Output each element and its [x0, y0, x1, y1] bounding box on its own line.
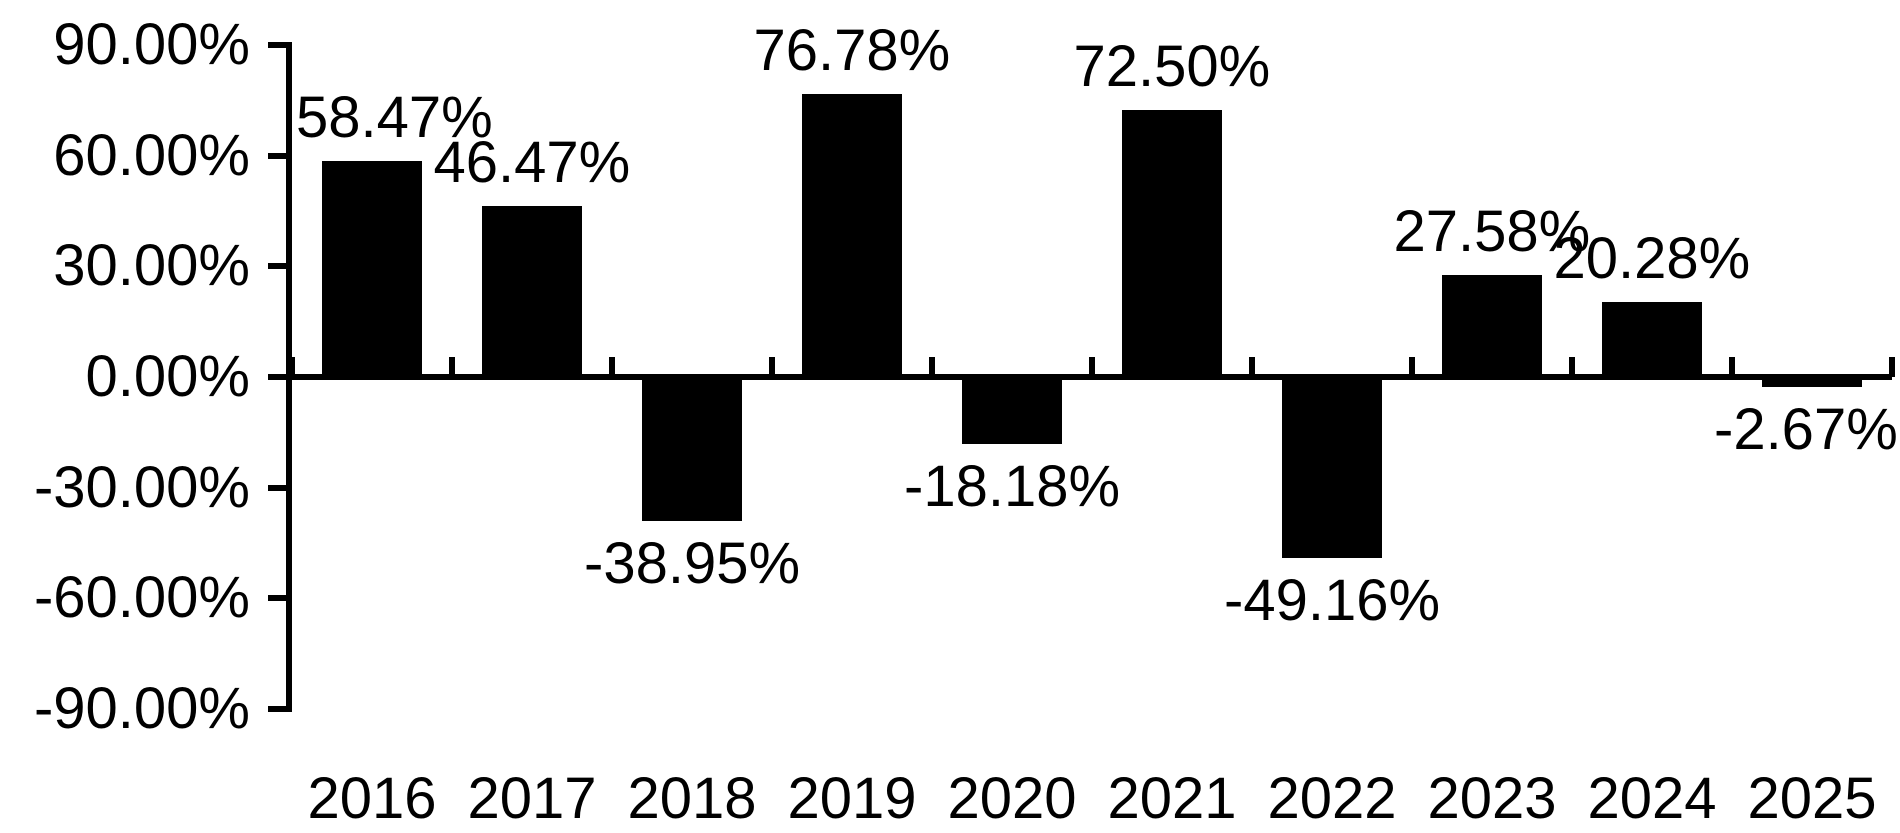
y-tick-label: 60.00% [53, 122, 250, 188]
bar-2020 [962, 377, 1062, 445]
bar-value-label: -49.16% [1224, 568, 1441, 634]
x-category-label: 2018 [627, 766, 757, 831]
x-tick [449, 357, 455, 377]
x-tick [769, 357, 775, 377]
x-tick [1729, 357, 1735, 377]
bar-value-label: -38.95% [584, 530, 801, 596]
bar-2017 [482, 205, 582, 377]
bar-value-label: 72.50% [1073, 33, 1271, 99]
bar-value-label: 58.47% [296, 85, 493, 151]
y-tick [268, 374, 290, 380]
bar-2025 [1762, 377, 1862, 387]
x-tick [609, 357, 615, 377]
x-category-label: 2024 [1587, 766, 1717, 831]
bar-2022 [1282, 377, 1382, 559]
bar-value-label: -2.67% [1714, 396, 1898, 462]
bar-2018 [642, 377, 742, 521]
bar-value-label: 20.28% [1553, 226, 1751, 292]
y-tick-label: -60.00% [33, 565, 250, 631]
bar-value-label: 46.47% [433, 129, 631, 195]
y-tick-label: 30.00% [53, 233, 250, 299]
x-tick [1889, 357, 1895, 377]
y-tick [268, 595, 290, 602]
x-category-label: 2020 [947, 766, 1077, 831]
y-tick-label: -90.00% [33, 676, 250, 741]
y-tick [268, 484, 290, 491]
y-tick-label: 0.00% [85, 344, 250, 409]
x-category-label: 2022 [1267, 766, 1397, 831]
bar-2021 [1122, 109, 1222, 377]
x-category-label: 2016 [307, 766, 437, 831]
bar-value-label: 76.78% [753, 17, 951, 83]
bar-value-label: 27.58% [1393, 199, 1591, 265]
y-tick [268, 263, 290, 270]
bar-2016 [322, 161, 422, 377]
bar-2019 [802, 93, 902, 377]
x-category-label: 2021 [1107, 766, 1237, 831]
y-tick-label: -30.00% [33, 454, 250, 520]
x-tick [1249, 357, 1255, 377]
x-tick [1089, 357, 1095, 377]
y-tick-label: 90.00% [53, 12, 250, 77]
y-tick [268, 152, 290, 159]
bar-value-label: -18.18% [904, 454, 1121, 520]
x-category-label: 2025 [1747, 766, 1877, 831]
x-tick [1409, 357, 1415, 377]
x-category-label: 2019 [787, 766, 917, 831]
x-tick [1569, 357, 1575, 377]
x-axis-line [286, 374, 1892, 380]
x-tick [929, 357, 935, 377]
x-tick [289, 357, 295, 377]
x-category-label: 2017 [467, 766, 597, 831]
y-tick [268, 706, 290, 712]
x-category-label: 2023 [1427, 766, 1557, 831]
bar-2024 [1602, 302, 1702, 377]
bar-2023 [1442, 275, 1542, 377]
y-tick [268, 42, 290, 48]
